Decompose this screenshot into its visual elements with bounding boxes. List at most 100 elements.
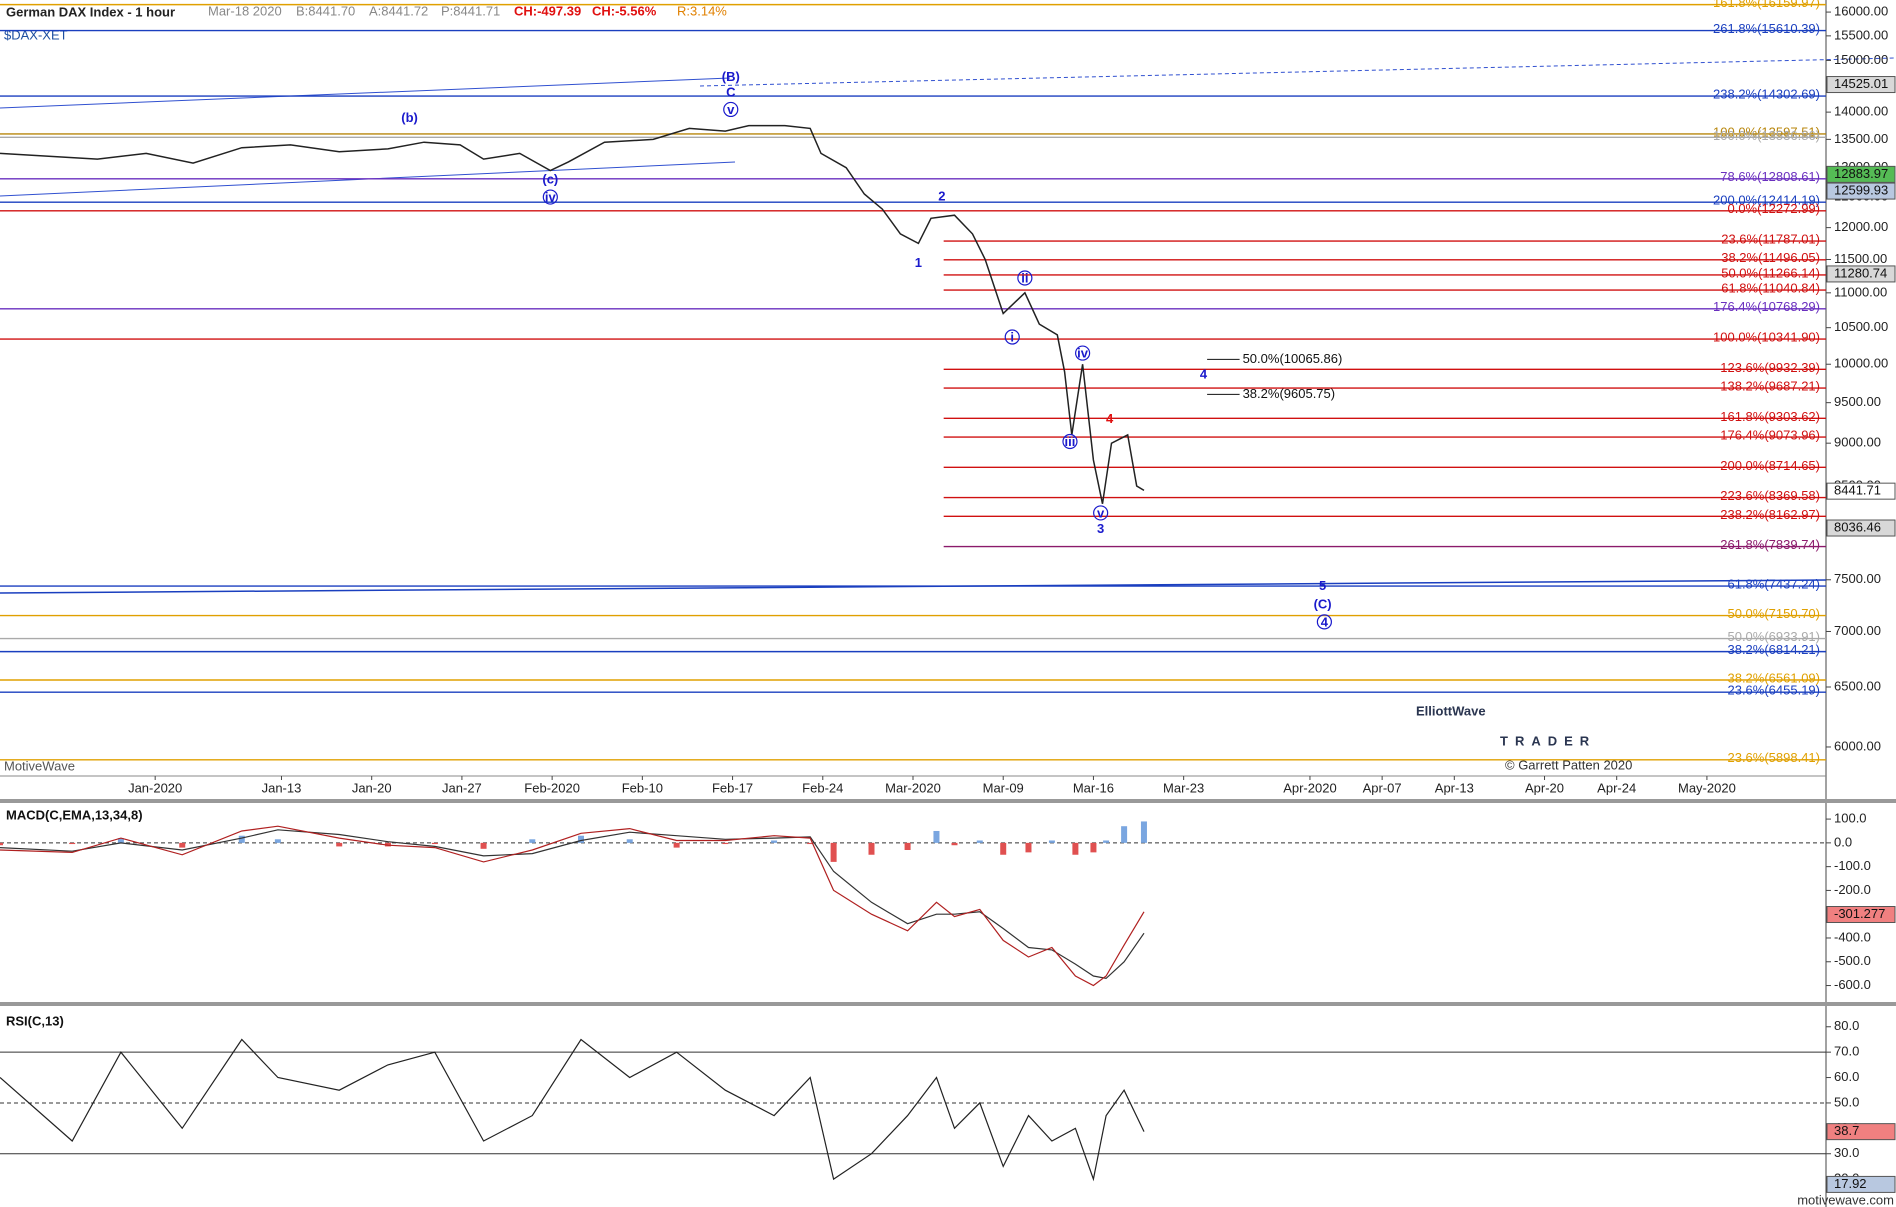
fib-level-label: 38.2%(11496.05) xyxy=(1721,250,1820,265)
panel-separator xyxy=(0,1002,1896,1006)
x-tick-label: Mar-09 xyxy=(983,780,1024,795)
histogram-bar xyxy=(238,835,245,843)
y-tick-label: 7000.00 xyxy=(1834,623,1881,638)
price-line xyxy=(0,124,1145,504)
x-tick-label: Apr-2020 xyxy=(1283,780,1336,795)
y-tick-label: -400.0 xyxy=(1834,929,1871,944)
chart-title: German DAX Index - 1 hour xyxy=(6,4,175,19)
fib-level-label: 38.2%(6814.21) xyxy=(1727,642,1820,657)
histogram-bar xyxy=(529,839,536,843)
x-tick-label: Mar-23 xyxy=(1163,780,1204,795)
x-tick-label: Jan-2020 xyxy=(128,780,182,795)
header-change: CH:-497.39 xyxy=(514,3,581,18)
value-box-label: 11280.74 xyxy=(1834,265,1887,280)
fib-level-label: 100.0%(10341.90) xyxy=(1713,329,1820,344)
value-box-label: -301.277 xyxy=(1834,906,1885,921)
x-tick-label: Jan-27 xyxy=(442,780,482,795)
histogram-bar xyxy=(1103,840,1110,843)
histogram-bar xyxy=(578,835,584,843)
fib-level-label: 61.8%(7437.24) xyxy=(1727,577,1820,592)
histogram-bar xyxy=(69,842,76,845)
signal-line xyxy=(0,829,1145,980)
wave-circle xyxy=(1004,329,1020,345)
x-tick-label: Apr-13 xyxy=(1435,780,1474,795)
x-tick-label: Jan-20 xyxy=(352,780,392,795)
y-tick-label: 15000.00 xyxy=(1834,52,1888,67)
histogram-bar xyxy=(1140,821,1147,843)
histogram-bar xyxy=(1072,842,1079,855)
fib-level-label: 23.6%(6455.19) xyxy=(1727,683,1820,698)
value-box-label: 12883.97 xyxy=(1834,166,1888,181)
wave-label: iv xyxy=(545,189,557,204)
value-box xyxy=(1826,265,1896,283)
fib-level-label: 261.8%(15610.39) xyxy=(1713,21,1820,36)
footer: motivewave.com xyxy=(1797,1192,1894,1207)
wave-circle xyxy=(1075,345,1091,361)
rsi-line xyxy=(0,1038,1145,1182)
trend-line xyxy=(699,57,1896,87)
value-box xyxy=(1826,1123,1896,1141)
histogram-bar xyxy=(626,839,633,843)
y-tick-label: 12000.00 xyxy=(1834,219,1888,234)
x-tick-label: Apr-07 xyxy=(1363,780,1402,795)
histogram-bar xyxy=(0,842,3,846)
fib-level-label: 0.0%(12272.99) xyxy=(1727,201,1820,216)
value-box-label: 14525.01 xyxy=(1834,76,1888,91)
y-tick-label: 14000.00 xyxy=(1834,104,1888,119)
wave-label: (C) xyxy=(1314,597,1332,612)
x-tick-label: Feb-2020 xyxy=(524,780,580,795)
wave-label: v xyxy=(727,102,735,117)
x-tick-label: Feb-17 xyxy=(712,780,753,795)
wave-label: iv xyxy=(1077,346,1089,361)
panel-separator xyxy=(0,799,1896,803)
x-tick-label: Mar-2020 xyxy=(885,780,941,795)
panel-title: RSI(C,13) xyxy=(6,1013,64,1028)
header-price: P:8441.71 xyxy=(441,3,500,18)
logo: ElliottWave xyxy=(1416,703,1486,718)
wave-circle xyxy=(1093,505,1109,521)
y-tick-label: 80.0 xyxy=(1834,1018,1859,1033)
fib-level-label: 161.8%(16159.97) xyxy=(1713,0,1820,10)
wave-label: 1 xyxy=(915,255,922,270)
histogram-bar xyxy=(673,842,680,848)
histogram-bar xyxy=(179,842,186,848)
histogram-bar xyxy=(480,842,487,849)
fib-level-label: 38.2%(6561.09) xyxy=(1727,670,1820,685)
fib-level-label: 61.8%(11040.84) xyxy=(1721,280,1820,295)
y-tick-label: 100.0 xyxy=(1834,811,1867,826)
fib-level-label: 200.0%(8714.65) xyxy=(1720,458,1820,473)
wave-label: (c) xyxy=(542,172,558,187)
fib-level-label: 238.2%(8162.97) xyxy=(1720,507,1820,522)
fib-level-label: 123.6%(9932.39) xyxy=(1720,360,1820,375)
y-tick-label: 13500.00 xyxy=(1834,131,1888,146)
projection-label: 50.0%(10065.86) xyxy=(1243,351,1343,366)
histogram-bar xyxy=(431,842,438,845)
histogram-bar xyxy=(1025,842,1032,853)
y-tick-label: 11500.00 xyxy=(1834,251,1887,266)
y-tick-label: 60.0 xyxy=(1834,1069,1859,1084)
fib-level-label: 176.4%(10768.29) xyxy=(1713,299,1820,314)
logo-subtitle: TRADER xyxy=(1500,733,1596,748)
fib-level-label: 223.6%(8369.58) xyxy=(1720,488,1820,503)
histogram-bar xyxy=(976,840,983,843)
wave-label: 2 xyxy=(938,188,945,203)
y-tick-label: 6000.00 xyxy=(1834,738,1881,753)
wave-label: 3 xyxy=(1097,521,1104,536)
histogram-bar xyxy=(830,842,837,862)
wave-label: 5 xyxy=(1319,578,1326,593)
value-box-label: 12599.93 xyxy=(1834,183,1888,198)
trend-line xyxy=(0,77,731,109)
value-box xyxy=(1826,519,1896,537)
fib-level-label: 100.0%(13536.86) xyxy=(1713,128,1820,143)
value-box-label: 17.92 xyxy=(1834,1176,1867,1191)
fib-level-label: 261.8%(7839.74) xyxy=(1720,537,1820,552)
fib-level-label: 50.0%(7150.70) xyxy=(1727,606,1820,621)
wave-circle xyxy=(542,189,558,205)
x-tick-label: Feb-10 xyxy=(622,780,663,795)
y-tick-label: -200.0 xyxy=(1834,882,1871,897)
fib-level-label: 23.6%(5898.41) xyxy=(1727,750,1820,765)
y-tick-label: 50.0 xyxy=(1834,1094,1859,1109)
y-tick-label: 0.0 xyxy=(1834,834,1852,849)
wave-label: v xyxy=(1097,505,1105,520)
